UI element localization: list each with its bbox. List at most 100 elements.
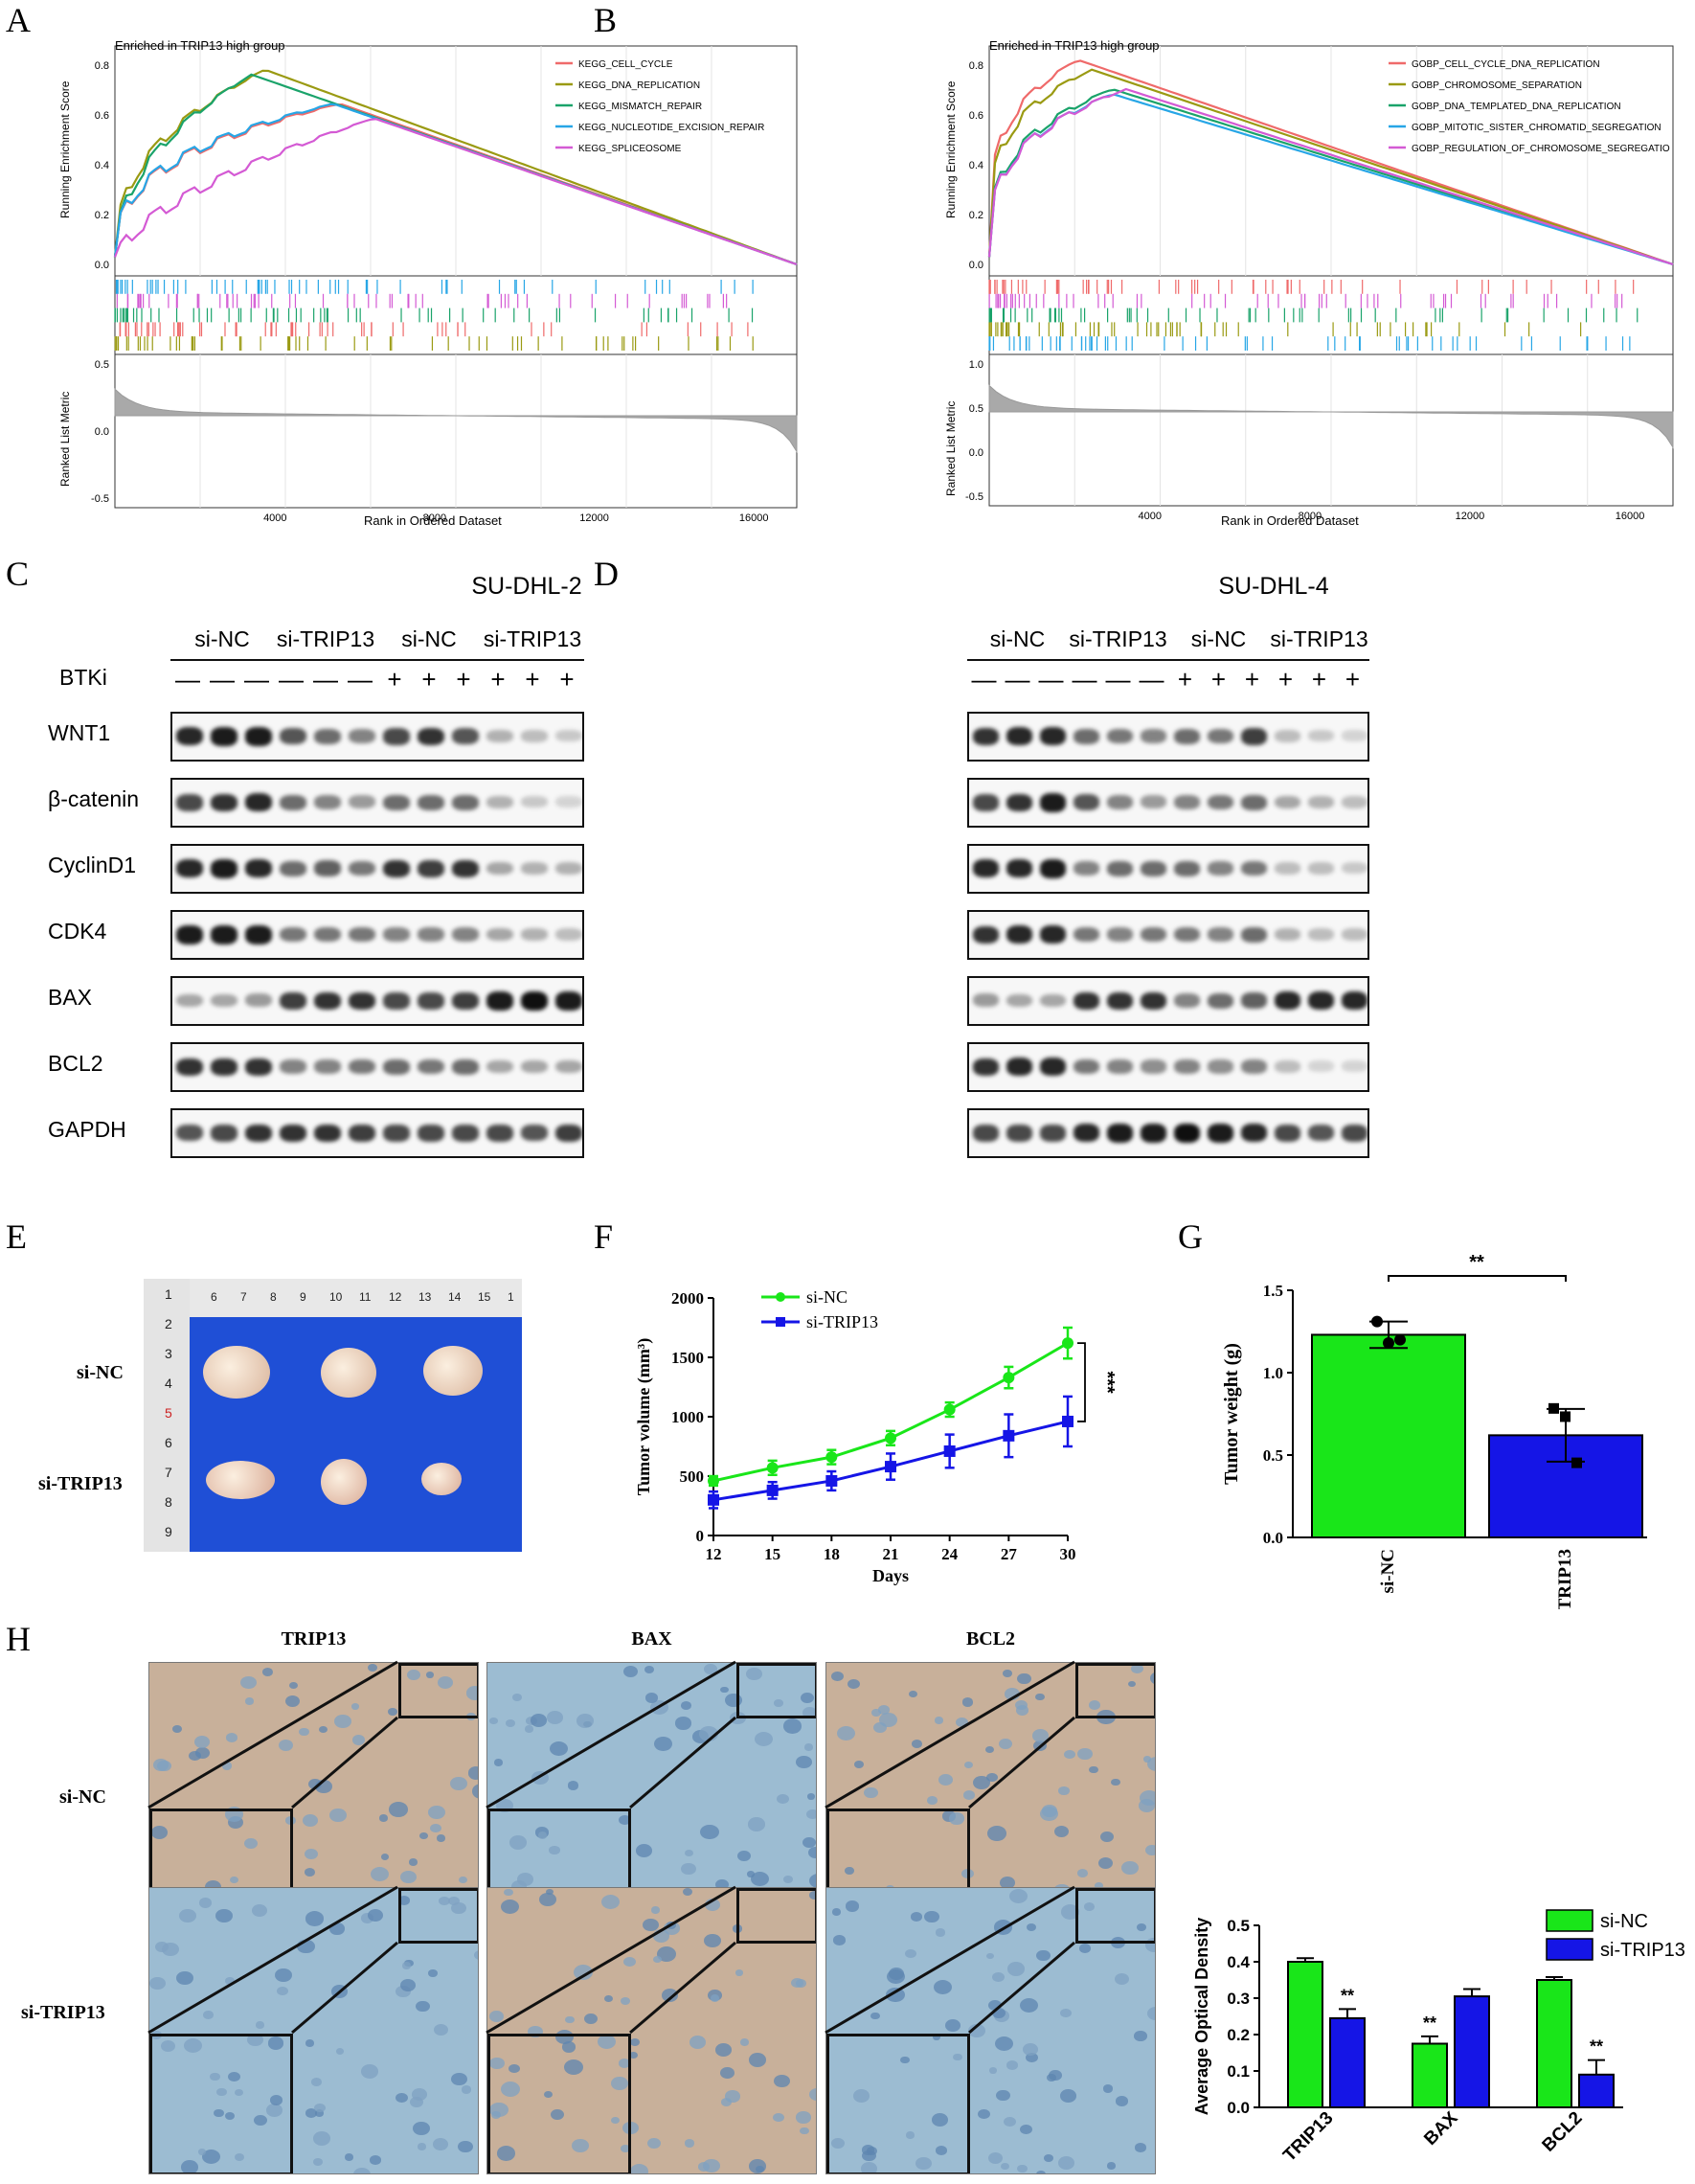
- ihc-nucleus: [149, 1976, 166, 1991]
- ihc-nucleus: [567, 1781, 579, 1790]
- ihc-nucleus: [1005, 1688, 1021, 1700]
- gsea-plot-a: Enriched in TRIP13 high group Running En…: [58, 38, 798, 528]
- ihc-nucleus: [991, 2007, 1006, 2018]
- ruler-number: 15: [478, 1290, 491, 1304]
- ihc-nucleus: [360, 2064, 378, 2079]
- ihc-nucleus: [465, 1686, 478, 1700]
- es-y-tick: 0.0: [969, 260, 983, 271]
- wbD-band: [1074, 1124, 1099, 1143]
- ihc-nucleus: [604, 1995, 614, 2003]
- photo-row-label-sitrip13: si-TRIP13: [38, 1473, 123, 1494]
- x-tick-label: 15: [764, 1545, 780, 1563]
- legend-entry: si-NC: [806, 1287, 848, 1307]
- ihc-nucleus: [1142, 1755, 1152, 1763]
- wbD-band: [973, 1058, 999, 1077]
- data-point: [1394, 1333, 1406, 1346]
- wbC-band: [280, 728, 306, 745]
- legend-entry: si-TRIP13: [806, 1312, 878, 1331]
- ihc-nucleus: [297, 1939, 315, 1954]
- ruler-number: 3: [165, 1346, 172, 1361]
- wbC-band: [176, 859, 203, 878]
- ihc-nucleus: [417, 2143, 427, 2151]
- wbC-band: [452, 1058, 479, 1075]
- ihc-nucleus: [809, 2087, 816, 2101]
- wbC-band: [176, 993, 203, 1008]
- ihc-nucleus: [832, 1935, 846, 1945]
- wbC-band: [521, 796, 548, 808]
- ihc-nucleus: [1076, 1868, 1088, 1877]
- x-tick-label: TRIP13: [1279, 2108, 1337, 2166]
- wbD-btki-mark: +: [1244, 665, 1260, 694]
- sig-bracket: [1077, 1342, 1086, 1422]
- gsea-a-xlabel: Rank in Ordered Dataset: [364, 513, 502, 528]
- wbC-band: [280, 794, 306, 810]
- wbD-band: [1275, 1125, 1300, 1142]
- wbD-group-line: [967, 659, 1369, 661]
- gsea-a-ylabel-bottom: Ranked List Metric: [58, 392, 72, 487]
- wbC-band: [521, 861, 548, 875]
- wbC-blot-strip: [170, 844, 584, 894]
- wbC-band: [486, 729, 513, 742]
- ihc-nucleus: [683, 1888, 693, 1897]
- wbD-blot-strip: [967, 1108, 1369, 1158]
- ihc-nucleus: [1106, 2162, 1117, 2171]
- es-curve-5: [987, 87, 1674, 266]
- ihc-nucleus: [1088, 1699, 1100, 1710]
- y-tick-label: 1.0: [1263, 1364, 1283, 1382]
- data-point: [943, 1445, 956, 1457]
- wbC-btki-mark: +: [456, 665, 471, 694]
- legend-entry: GOBP_CHROMOSOME_SEPARATION: [1412, 80, 1582, 91]
- wbC-band: [280, 1124, 306, 1143]
- ihc-nucleus: [941, 1810, 957, 1822]
- wbD-band: [1308, 730, 1334, 742]
- ihc-nucleus: [450, 2072, 467, 2086]
- wbC-band: [383, 859, 410, 878]
- x-tick-label: 18: [824, 1545, 840, 1563]
- ihc-nucleus: [600, 1894, 621, 1910]
- ihc-nucleus: [870, 2012, 880, 2020]
- ihc-nucleus: [988, 2151, 1004, 2165]
- ihc-nucleus: [1017, 1672, 1031, 1685]
- ihc-nucleus: [905, 1948, 916, 1958]
- ihc-nucleus: [367, 1909, 383, 1922]
- x-tick-label: si-NC: [1378, 1549, 1398, 1593]
- ihc-nucleus: [629, 2052, 639, 2059]
- ihc-nucleus: [1057, 2156, 1075, 2171]
- es-y-tick: 0.6: [95, 110, 109, 122]
- ihc-nucleus: [1008, 1888, 1028, 1904]
- wbC-band: [383, 927, 410, 942]
- ruler-number: 8: [165, 1494, 172, 1510]
- wbC-band: [452, 859, 479, 878]
- ihc-nucleus: [773, 2113, 784, 2123]
- ihc-nucleus: [845, 1867, 854, 1875]
- ihc-nucleus: [351, 1735, 365, 1745]
- ihc-nucleus: [314, 2109, 325, 2117]
- ihc-nucleus: [178, 1908, 196, 1923]
- ihc-nucleus: [1088, 1765, 1098, 1774]
- ihc-nucleus: [1059, 2089, 1076, 2103]
- wbD-band: [1141, 795, 1166, 809]
- wbD-band: [1342, 1060, 1367, 1072]
- ihc-nucleus: [675, 1717, 691, 1730]
- panel-label-c: C: [6, 555, 30, 593]
- ihc-nucleus: [225, 2112, 236, 2121]
- ihc-nucleus: [531, 1771, 549, 1786]
- wbC-band: [211, 793, 237, 812]
- ihc-nucleus: [1006, 2060, 1018, 2070]
- ihc-nucleus: [490, 2110, 502, 2119]
- ihc-nucleus: [1044, 2154, 1054, 2162]
- wbC-band: [211, 859, 237, 878]
- ihc-nucleus: [1095, 1882, 1103, 1890]
- ihc-nucleus: [802, 1837, 816, 1849]
- es-y-tick: 0.4: [95, 160, 109, 171]
- wbD-group-label: si-TRIP13: [1270, 626, 1368, 651]
- ihc-nucleus: [319, 1725, 328, 1734]
- wbC-band: [211, 925, 237, 944]
- bar-BAX-1: [1454, 1995, 1490, 2108]
- wbD-band: [1040, 727, 1066, 746]
- legend-marker: [776, 1317, 785, 1327]
- wbD-band: [1040, 1058, 1066, 1077]
- wbD-btki-mark: —: [1105, 665, 1131, 694]
- ihc-nucleus: [314, 2104, 326, 2113]
- wbD-band: [1141, 1059, 1166, 1074]
